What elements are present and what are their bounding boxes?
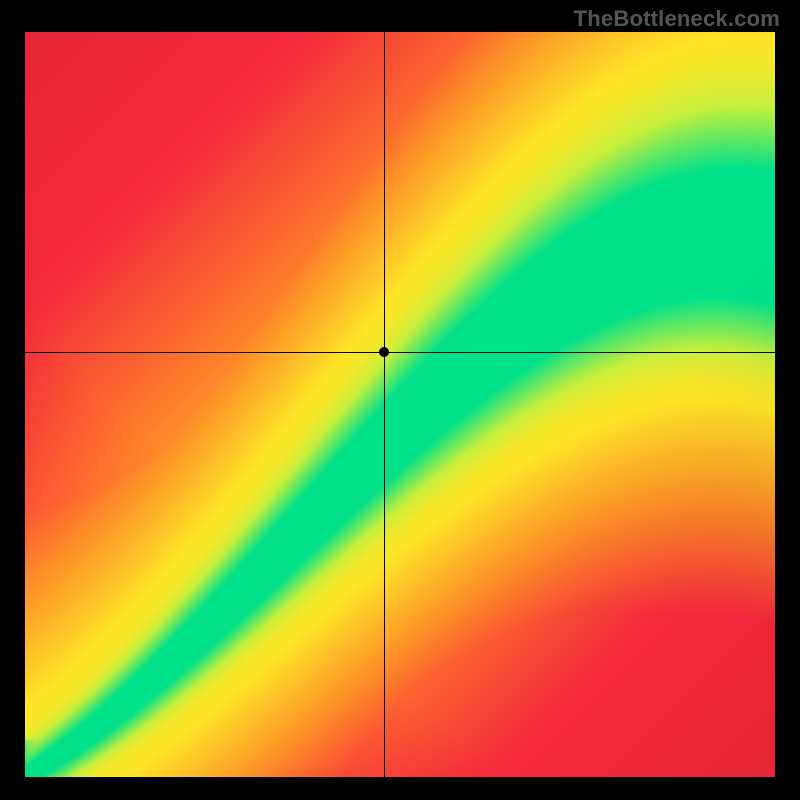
heatmap-canvas <box>25 32 775 777</box>
chart-frame: TheBottleneck.com <box>0 0 800 800</box>
plot-area <box>25 32 775 777</box>
watermark-text: TheBottleneck.com <box>574 6 780 32</box>
